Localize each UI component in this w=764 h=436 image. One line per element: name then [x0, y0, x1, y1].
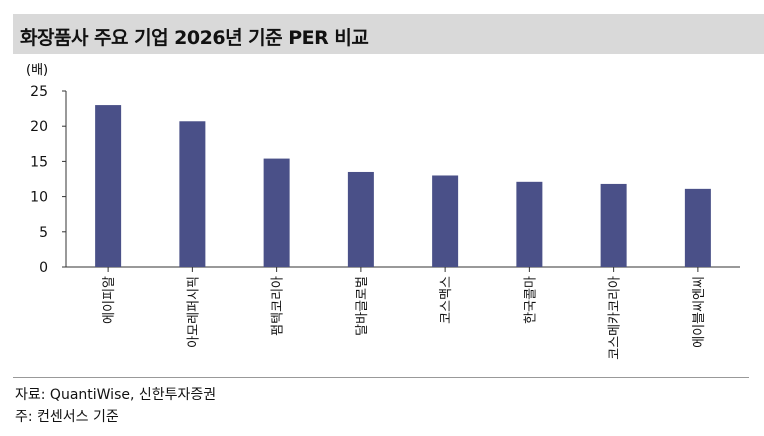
- chart-title: 화장품사 주요 기업 2026년 기준 PER 비교: [20, 27, 369, 49]
- x-tick-label: 펌텍코리아: [271, 276, 286, 336]
- y-tick-label: 25: [30, 84, 48, 100]
- bar: [263, 158, 290, 267]
- bar: [95, 105, 122, 267]
- x-tick-label: 코스맥스: [439, 276, 454, 324]
- source-note: 자료: QuantiWise, 신한투자증권: [15, 387, 217, 403]
- bar: [432, 175, 459, 267]
- x-tick-label: 한국콜마: [523, 276, 538, 324]
- y-tick-label: 10: [30, 190, 48, 206]
- bars: [95, 105, 711, 267]
- x-axis-labels: 에이피알 아모레퍼시픽 펌텍코리아 달바글로벌 코스맥스 한국콜마 코스메카코리아 에이블씨엔…: [102, 267, 707, 360]
- x-tick-label: 에이블씨엔씨: [692, 276, 707, 348]
- title-bar: [13, 14, 764, 54]
- y-axis: 0 5 10 15 20 25: [30, 84, 740, 276]
- bar: [347, 171, 374, 267]
- footer-divider: [13, 377, 749, 378]
- bar: [516, 181, 543, 267]
- footnote: 주: 컨센서스 기준: [15, 409, 119, 425]
- y-tick-label: 0: [39, 260, 48, 276]
- x-tick-label: 코스메카코리아: [608, 276, 623, 360]
- x-tick-label: 에이피알: [102, 276, 117, 324]
- x-tick-label: 달바글로벌: [355, 276, 370, 336]
- y-tick-label: 5: [39, 225, 48, 241]
- y-tick-label: 20: [30, 119, 48, 135]
- x-tick-label: 아모레퍼시픽: [186, 276, 201, 348]
- y-tick-label: 15: [30, 154, 48, 170]
- y-axis-label: (배): [26, 63, 48, 78]
- bar: [600, 183, 627, 267]
- bar: [179, 121, 206, 267]
- bar: [684, 188, 711, 267]
